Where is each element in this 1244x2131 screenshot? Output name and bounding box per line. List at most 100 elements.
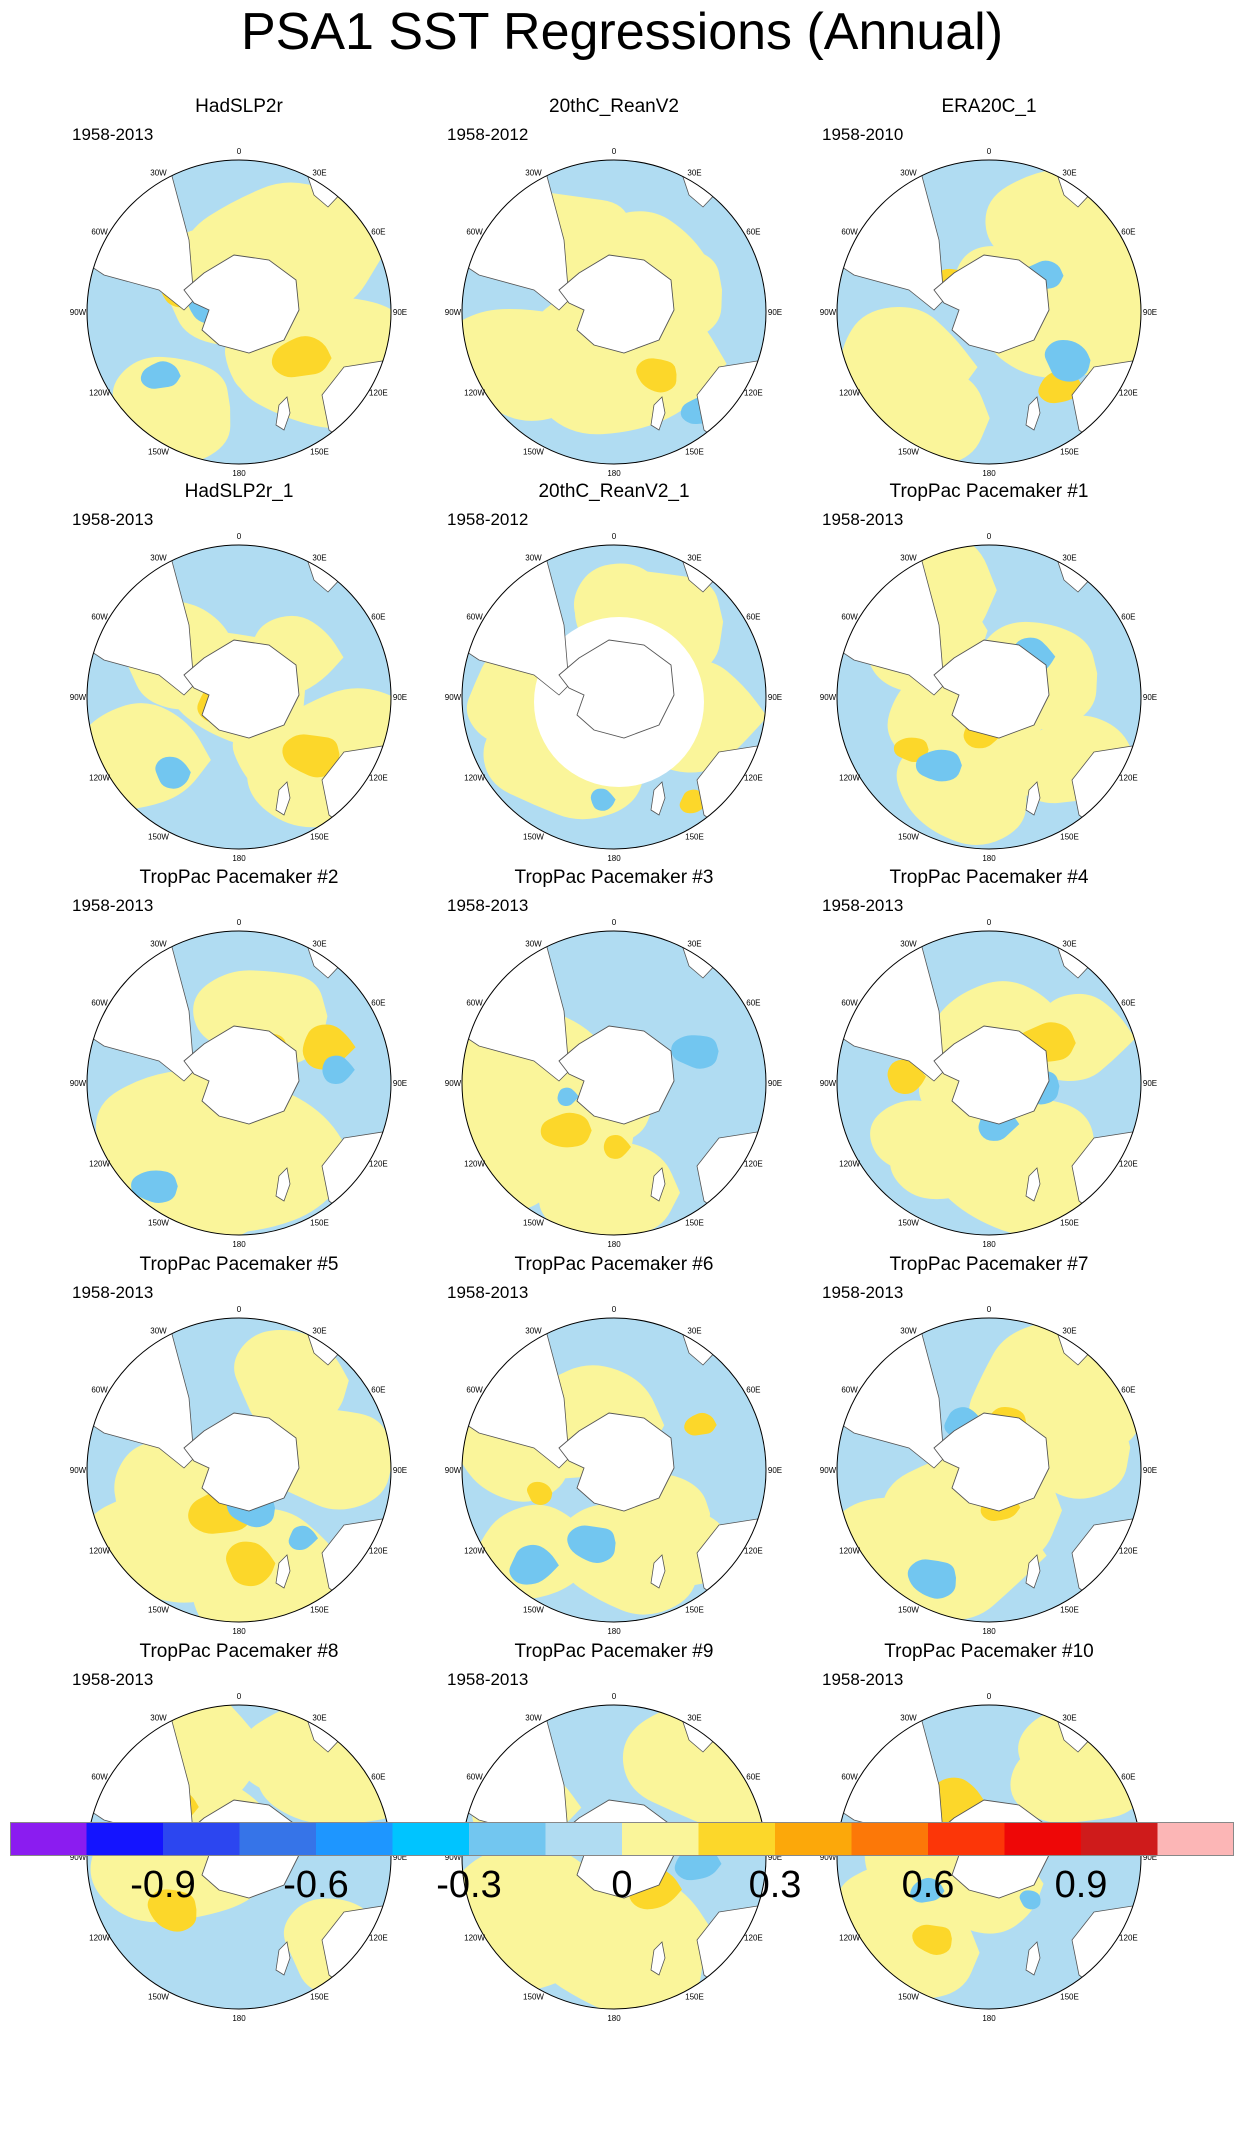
longitude-label: 60E [746, 999, 760, 1008]
antarctica-land [933, 1025, 1050, 1125]
longitude-label: 90W [445, 1466, 462, 1475]
colorbar-tick-label: -0.6 [283, 1864, 349, 1906]
longitude-label: 60W [841, 999, 858, 1008]
panel-period: 1958-2013 [72, 1670, 154, 1689]
longitude-label: 90W [445, 1079, 462, 1088]
longitude-label: 60E [371, 613, 385, 622]
longitude-label: 150W [523, 832, 544, 841]
longitude-label: 0 [987, 147, 992, 156]
longitude-label: 90W [70, 693, 87, 702]
longitude-label: 120E [1119, 774, 1138, 783]
map-panel: TropPac Pacemaker #7 1958-2013 0 30E 60E 90E 1… [794, 1253, 1184, 1643]
antarctica-land [558, 1025, 675, 1125]
map-boundary [836, 1317, 1142, 1623]
longitude-label: 0 [237, 147, 242, 156]
new-zealand-land [275, 1167, 291, 1202]
map-boundary [86, 1704, 392, 2010]
panel-period: 1958-2010 [822, 125, 904, 144]
longitude-label: 150E [1060, 447, 1079, 456]
longitude-label: 90E [1143, 693, 1157, 702]
longitude-label: 90W [820, 308, 837, 317]
longitude-label: 150E [1060, 832, 1079, 841]
longitude-label: 90W [820, 1466, 837, 1475]
longitude-label: 60E [1121, 1386, 1135, 1395]
longitude-label: 30W [900, 169, 917, 178]
polar-map: 0 30E 60E 90E 120E 150E 180 150W 120W 90W 60W 30W [445, 1305, 782, 1636]
longitude-label: 0 [612, 918, 617, 927]
longitude-label: 120E [744, 389, 763, 398]
longitude-label: 30W [150, 554, 167, 563]
longitude-label: 30E [312, 1714, 326, 1723]
longitude-label: 0 [612, 1692, 617, 1701]
longitude-label: 60E [746, 228, 760, 237]
antarctica-land [933, 1412, 1050, 1512]
sst-positive-region [538, 1142, 680, 1235]
polar-map: 0 30E 60E 90E 120E 150E 180 150W 120W 90W 60W 30W [70, 532, 407, 863]
longitude-label: 30E [687, 1327, 701, 1336]
longitude-label: 90W [70, 1466, 87, 1475]
longitude-label: 30E [1062, 1714, 1076, 1723]
panel-title: TropPac Pacemaker #10 [884, 1641, 1094, 1662]
colorbar-swatch [622, 1822, 699, 1856]
longitude-label: 90E [393, 1079, 407, 1088]
longitude-label: 60E [1121, 228, 1135, 237]
longitude-label: 150W [898, 1605, 919, 1614]
longitude-label: 90W [820, 1079, 837, 1088]
longitude-label: 120W [839, 389, 860, 398]
colorbar-tick-label: -0.9 [130, 1864, 196, 1906]
longitude-label: 150W [148, 1992, 169, 2001]
longitude-label: 90E [393, 1853, 407, 1862]
colorbar-tick-label: 0 [611, 1864, 633, 1906]
longitude-label: 90E [768, 1853, 782, 1862]
panel-period: 1958-2013 [822, 1283, 904, 1302]
longitude-label: 150E [310, 1218, 329, 1227]
longitude-label: 90W [445, 1853, 462, 1862]
map-boundary [836, 1704, 1142, 2010]
longitude-label: 90E [1143, 1853, 1157, 1862]
longitude-label: 60E [371, 228, 385, 237]
longitude-label: 90W [445, 693, 462, 702]
sst-strong-negative-region [910, 1877, 945, 1903]
longitude-label: 60E [1121, 613, 1135, 622]
longitude-label: 30W [900, 940, 917, 949]
map-boundary [86, 930, 392, 1236]
panel-title: TropPac Pacemaker #8 [139, 1641, 339, 1662]
map-boundary [836, 544, 1142, 850]
longitude-label: 120W [464, 389, 485, 398]
colorbar-swatch [851, 1822, 929, 1856]
panel-title: 20thC_ReanV2_1 [538, 481, 690, 502]
longitude-label: 60W [91, 999, 108, 1008]
polar-map: 0 30E 60E 90E 120E 150E 180 150W 120W 90W 60W 30W [70, 918, 407, 1249]
sst-strong-negative-region [1044, 340, 1091, 382]
colorbar-swatch [698, 1822, 776, 1856]
sst-strong-positive-region [684, 1412, 717, 1436]
longitude-label: 120E [744, 774, 763, 783]
map-boundary [86, 159, 392, 465]
panel-period: 1958-2013 [822, 896, 904, 915]
longitude-label: 180 [982, 1240, 996, 1249]
longitude-label: 90E [1143, 1079, 1157, 1088]
longitude-label: 90E [768, 1466, 782, 1475]
sst-strong-negative-region [1019, 1890, 1041, 1910]
colorbar [10, 1822, 1234, 1856]
antarctica-land [183, 1412, 300, 1512]
panel-period: 1958-2012 [447, 125, 529, 144]
polar-map: 0 30E 60E 90E 120E 150E 180 150W 120W 90W 60W 30W [70, 147, 407, 478]
longitude-label: 60W [91, 1773, 108, 1782]
panel-title: TropPac Pacemaker #6 [514, 1254, 714, 1275]
sst-strong-negative-region [140, 361, 181, 389]
sst-strong-positive-region [912, 1924, 952, 1956]
longitude-label: 120E [369, 1160, 388, 1169]
longitude-label: 30E [312, 554, 326, 563]
new-zealand-land [275, 781, 291, 816]
longitude-label: 180 [607, 1627, 621, 1636]
sst-strong-negative-region [567, 1525, 616, 1563]
longitude-label: 120E [1119, 1547, 1138, 1556]
longitude-label: 150E [685, 1218, 704, 1227]
longitude-label: 60E [371, 1773, 385, 1782]
antarctica-land [183, 1025, 300, 1125]
map-boundary [86, 1317, 392, 1623]
map-panel: TropPac Pacemaker #1 1958-2013 0 30E 60E 90E 1… [794, 480, 1184, 870]
panel-title: TropPac Pacemaker #5 [139, 1254, 339, 1275]
map-panel: ERA20C_1 1958-2010 0 30E 60E 90E 120E 150E 180 15… [794, 95, 1184, 485]
